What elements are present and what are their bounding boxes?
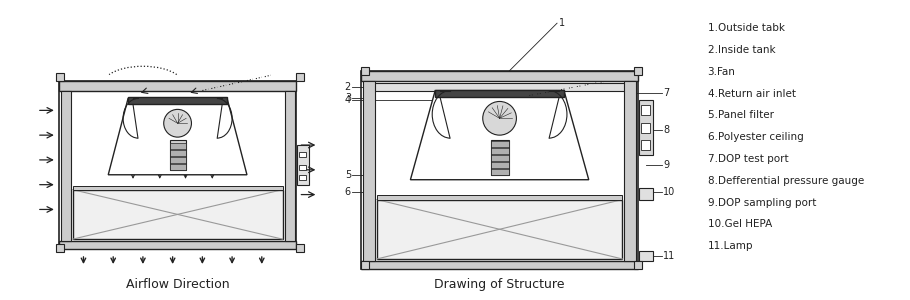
- Bar: [299, 152, 307, 157]
- Text: 10.Gel HEPA: 10.Gel HEPA: [708, 219, 772, 230]
- Bar: [73, 190, 283, 239]
- Bar: [363, 81, 375, 261]
- Text: 11: 11: [663, 251, 675, 261]
- Bar: [642, 123, 650, 133]
- Text: 9: 9: [663, 160, 669, 170]
- Bar: [377, 200, 622, 259]
- Bar: [73, 186, 283, 190]
- Polygon shape: [108, 98, 247, 175]
- Bar: [169, 143, 186, 149]
- Circle shape: [164, 110, 191, 137]
- Bar: [490, 148, 509, 154]
- Bar: [61, 91, 71, 241]
- Bar: [624, 81, 636, 261]
- Bar: [640, 251, 653, 261]
- Text: 9.DOP sampling port: 9.DOP sampling port: [708, 198, 816, 208]
- Bar: [377, 195, 622, 200]
- Bar: [490, 140, 509, 175]
- Bar: [59, 241, 297, 249]
- Bar: [128, 98, 228, 104]
- Bar: [435, 90, 564, 98]
- Text: Airflow Direction: Airflow Direction: [126, 278, 229, 291]
- Bar: [361, 261, 638, 269]
- Bar: [297, 244, 305, 252]
- Text: 6: 6: [345, 187, 351, 196]
- Bar: [490, 162, 509, 168]
- Bar: [56, 73, 64, 81]
- Text: 3.Fan: 3.Fan: [708, 67, 735, 77]
- Text: 6.Polyester ceiling: 6.Polyester ceiling: [708, 132, 804, 142]
- Bar: [490, 169, 509, 175]
- Bar: [169, 140, 186, 170]
- Bar: [297, 73, 305, 81]
- Text: 8: 8: [663, 125, 669, 135]
- Bar: [361, 67, 369, 75]
- Text: 8.Defferential pressure gauge: 8.Defferential pressure gauge: [708, 176, 864, 186]
- Bar: [285, 91, 295, 241]
- Bar: [299, 175, 307, 180]
- Bar: [642, 105, 650, 115]
- Bar: [490, 141, 509, 147]
- Text: 4: 4: [345, 95, 351, 106]
- Bar: [642, 140, 650, 150]
- Text: 5: 5: [345, 170, 351, 180]
- Text: 4.Return air inlet: 4.Return air inlet: [708, 88, 795, 99]
- Bar: [59, 81, 297, 249]
- Bar: [490, 155, 509, 161]
- Bar: [59, 81, 297, 91]
- Bar: [361, 71, 638, 81]
- Bar: [299, 165, 307, 170]
- Text: 7: 7: [663, 88, 670, 98]
- Text: Drawing of Structure: Drawing of Structure: [434, 278, 565, 291]
- Circle shape: [482, 101, 517, 135]
- Text: 3: 3: [345, 94, 351, 103]
- Text: 7.DOP test port: 7.DOP test port: [708, 154, 788, 164]
- Bar: [640, 188, 653, 200]
- Text: 2.Inside tank: 2.Inside tank: [708, 45, 775, 55]
- Bar: [640, 100, 653, 155]
- Text: 5.Panel filter: 5.Panel filter: [708, 110, 774, 120]
- Bar: [361, 71, 638, 269]
- Bar: [634, 261, 642, 269]
- Text: 2: 2: [345, 82, 351, 92]
- Text: 1.Outside tabk: 1.Outside tabk: [708, 23, 784, 33]
- Bar: [298, 145, 309, 185]
- Text: 10: 10: [663, 187, 675, 196]
- Bar: [369, 82, 631, 91]
- Bar: [634, 67, 642, 75]
- Polygon shape: [410, 91, 589, 180]
- Bar: [169, 157, 186, 163]
- Text: 1: 1: [559, 18, 565, 28]
- Bar: [56, 244, 64, 252]
- Bar: [169, 164, 186, 170]
- Text: 11.Lamp: 11.Lamp: [708, 241, 753, 251]
- Bar: [169, 150, 186, 156]
- Bar: [361, 261, 369, 269]
